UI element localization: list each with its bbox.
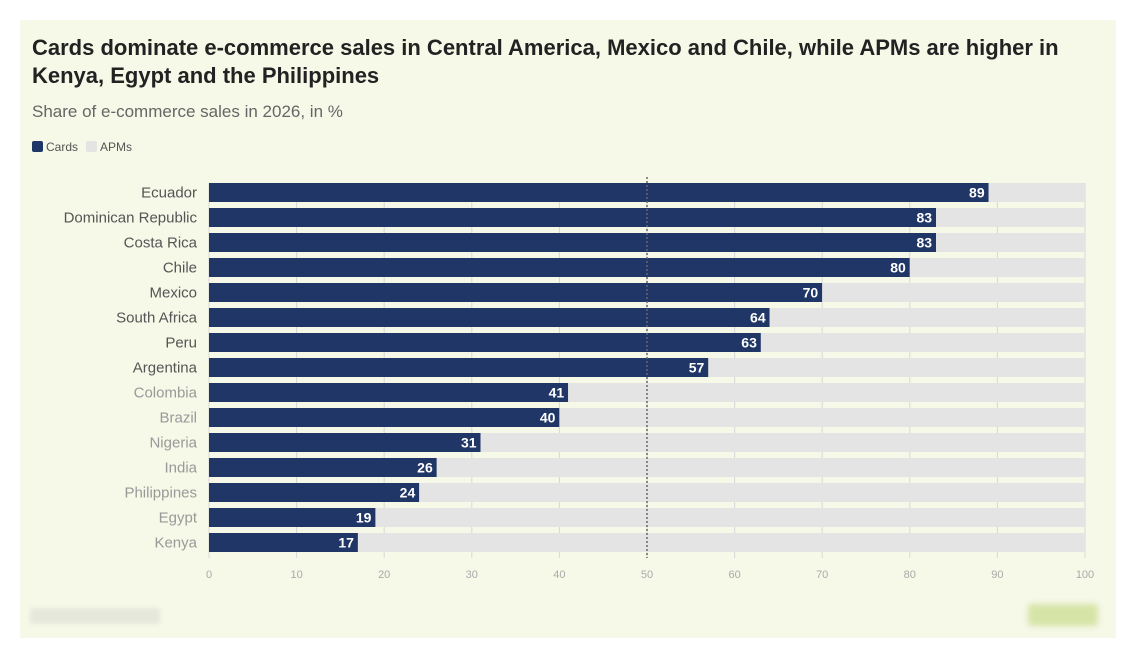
bar-cards: [209, 258, 910, 277]
data-label: 40: [540, 410, 556, 426]
bar-apms: [568, 383, 1085, 402]
data-label: 70: [803, 285, 819, 301]
bar-cards: [209, 283, 823, 302]
bar-apms: [909, 258, 1085, 277]
category-label: Costa Rica: [124, 235, 198, 252]
x-tick-label: 20: [378, 569, 390, 581]
data-label: 83: [917, 210, 933, 226]
bar-apms: [357, 533, 1085, 552]
legend-swatch: [32, 141, 43, 152]
chart-subtitle: Share of e-commerce sales in 2026, in %: [32, 102, 343, 121]
category-label: Egypt: [159, 510, 198, 527]
legend: Cards APMs: [32, 140, 132, 154]
chart-title: Cards dominate e-commerce sales in Centr…: [32, 35, 1059, 88]
category-label: Brazil: [159, 410, 197, 427]
bar-cards: [209, 208, 937, 227]
category-label: South Africa: [116, 310, 198, 327]
category-label: India: [164, 460, 197, 477]
bar-apms: [760, 333, 1085, 352]
bar-apms: [988, 183, 1085, 202]
bar-apms: [936, 208, 1085, 227]
bar-cards: [209, 383, 569, 402]
bar-cards: [209, 308, 770, 327]
bar-cards: [209, 183, 989, 202]
bar-apms: [708, 358, 1085, 377]
bar-cards: [209, 458, 437, 477]
category-label: Argentina: [133, 360, 198, 377]
category-label: Peru: [165, 335, 197, 352]
category-label: Chile: [163, 260, 197, 277]
source-note: [30, 608, 160, 624]
bar-cards: [209, 233, 937, 252]
x-tick-label: 50: [641, 569, 653, 581]
bar-apms: [419, 483, 1085, 502]
x-tick-label: 10: [290, 569, 302, 581]
bar-apms: [436, 458, 1085, 477]
bar-apms: [822, 283, 1085, 302]
data-label: 80: [890, 260, 906, 276]
chart-card: Cards dominate e-commerce sales in Centr…: [20, 20, 1116, 638]
data-label: 19: [356, 510, 372, 526]
bar-apms: [769, 308, 1085, 327]
bar-apms: [936, 233, 1085, 252]
data-label: 17: [338, 535, 354, 551]
bar-apms: [375, 508, 1085, 527]
bar-cards: [209, 483, 420, 502]
legend-item-cards[interactable]: Cards: [32, 140, 78, 154]
brand-logo[interactable]: [1028, 604, 1098, 626]
x-tick-label: 100: [1076, 569, 1094, 581]
bar-cards: [209, 358, 709, 377]
category-label: Nigeria: [149, 435, 197, 452]
bar-chart: 0 10 20 30 40 50 60 70 80 90 100 Ecuador 89 Dominican…: [64, 177, 1094, 581]
legend-swatch: [86, 141, 98, 152]
data-label: 83: [917, 235, 933, 251]
x-tick-label: 30: [466, 569, 478, 581]
category-label: Colombia: [134, 385, 198, 402]
bar-cards: [209, 333, 761, 352]
data-label: 41: [549, 385, 565, 401]
category-label: Dominican Republic: [64, 210, 198, 227]
x-tick-label: 70: [816, 569, 828, 581]
category-label: Mexico: [149, 285, 197, 302]
bar-apms: [480, 433, 1085, 452]
bar-cards: [209, 408, 560, 427]
data-label: 64: [750, 310, 766, 326]
bar-cards: [209, 533, 358, 552]
x-tick-label: 80: [904, 569, 916, 581]
data-label: 26: [417, 460, 433, 476]
bar-cards: [209, 433, 481, 452]
category-label: Ecuador: [141, 185, 197, 202]
data-label: 31: [461, 435, 477, 451]
x-tick-label: 40: [553, 569, 565, 581]
category-label: Philippines: [124, 485, 197, 502]
x-tick-label: 90: [991, 569, 1003, 581]
data-label: 63: [741, 335, 757, 351]
bar-apms: [559, 408, 1085, 427]
data-label: 57: [689, 360, 705, 376]
data-label: 89: [969, 185, 985, 201]
category-label: Kenya: [154, 535, 197, 552]
legend-item-apms[interactable]: APMs: [86, 140, 132, 154]
bar-cards: [209, 508, 376, 527]
x-tick-label: 60: [728, 569, 740, 581]
data-label: 24: [400, 485, 416, 501]
x-tick-label: 0: [206, 569, 212, 581]
